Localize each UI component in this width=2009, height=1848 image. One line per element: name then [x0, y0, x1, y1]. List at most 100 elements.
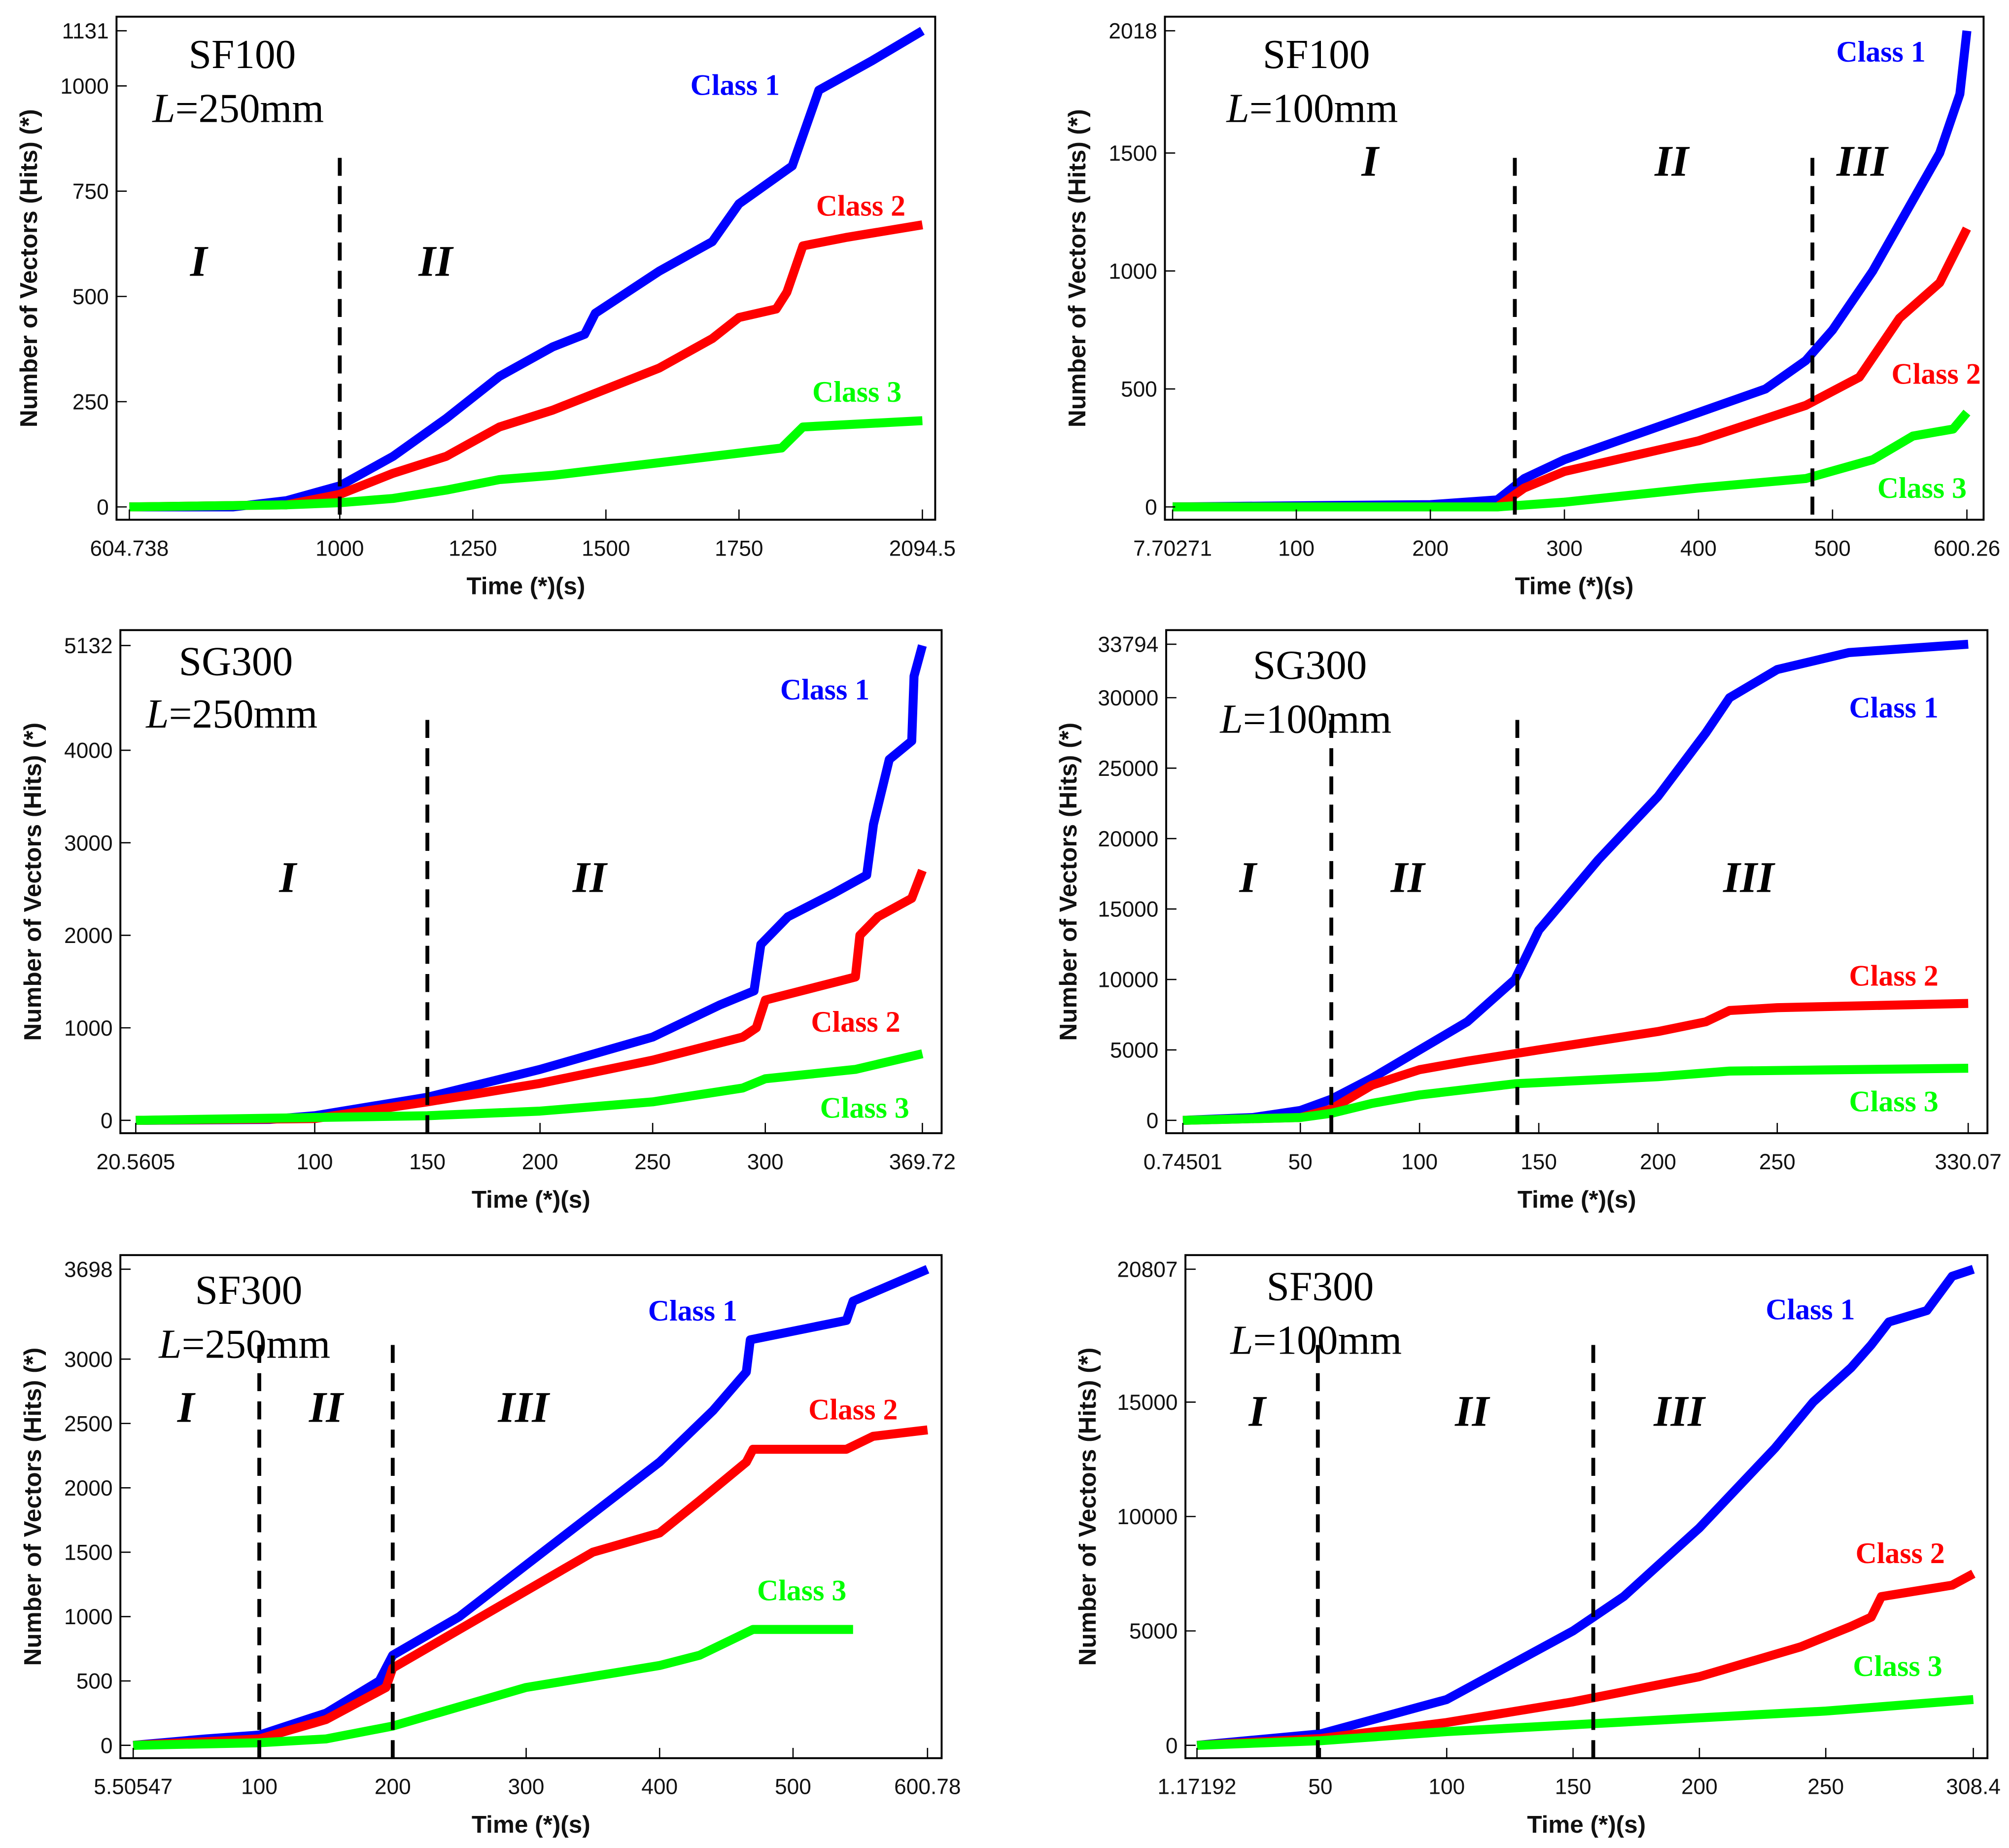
phase-label: III — [1836, 138, 1889, 186]
y-tick-label: 0 — [101, 1109, 113, 1133]
y-tick-label: 30000 — [1098, 686, 1158, 710]
x-tick-label: 1.17192 — [1158, 1775, 1237, 1799]
x-tick-label: 50 — [1308, 1775, 1332, 1799]
x-tick-label: 2094.5 — [889, 536, 956, 560]
y-axis-label: Number of Vectors (Hits) (*) — [19, 1348, 46, 1666]
y-tick-label: 0 — [1145, 495, 1157, 520]
x-tick-label: 5.50547 — [94, 1775, 173, 1799]
y-tick-label: 250 — [72, 390, 109, 414]
legend-label-class-1: Class 1 — [648, 1294, 737, 1327]
y-tick-label: 1500 — [64, 1541, 112, 1565]
x-tick-label: 100 — [1428, 1775, 1465, 1799]
x-tick-label: 500 — [775, 1775, 811, 1799]
series-line-class-3 — [1197, 1695, 1974, 1750]
legend-label-class-1: Class 1 — [780, 673, 869, 706]
legend-label-class-3: Class 3 — [1877, 472, 1967, 504]
panel-title: SF300 — [195, 1268, 303, 1313]
y-tick-label: 15000 — [1117, 1391, 1178, 1415]
x-tick-label: 200 — [1412, 536, 1449, 560]
y-tick-label: 5000 — [1129, 1619, 1178, 1643]
x-tick-label: 604.738 — [90, 536, 169, 560]
y-axis-label: Number of Vectors (Hits) (*) — [15, 109, 42, 427]
panel-length-label: L=250mm — [152, 86, 324, 131]
y-tick-label: 1000 — [64, 1605, 112, 1629]
y-tick-label: 10000 — [1117, 1505, 1178, 1529]
length-value: =250mm — [169, 692, 318, 737]
x-tick-label: 308.4 — [1946, 1775, 2001, 1799]
x-tick-label: 200 — [522, 1150, 558, 1174]
phase-label: II — [1654, 138, 1690, 186]
x-tick-label: 330.07 — [1935, 1150, 2002, 1174]
y-tick-label: 2018 — [1108, 19, 1157, 43]
y-tick-label: 20807 — [1117, 1257, 1178, 1282]
panel-title: SG300 — [179, 639, 293, 684]
y-tick-label: 1000 — [1108, 259, 1157, 283]
x-tick-label: 100 — [1278, 536, 1315, 560]
x-tick-label: 300 — [1546, 536, 1583, 560]
legend-label-class-1: Class 1 — [1849, 691, 1939, 724]
panel-length-label: L=250mm — [145, 692, 317, 737]
x-tick-label: 150 — [1521, 1150, 1557, 1174]
x-tick-label: 300 — [508, 1775, 545, 1799]
y-tick-label: 3000 — [64, 831, 112, 855]
y-axis-label: Number of Vectors (Hits) (*) — [1074, 1348, 1101, 1666]
series-line-class-3 — [1182, 1064, 1969, 1125]
legend-label-class-1: Class 1 — [691, 69, 780, 102]
plot-frame — [1164, 15, 1985, 521]
length-variable: L — [152, 86, 175, 131]
panel-length-label: L=100mm — [1219, 697, 1391, 742]
x-tick-label: 200 — [1681, 1775, 1718, 1799]
series-line-class-1 — [1182, 639, 1969, 1125]
panel-length-label: L=100mm — [1230, 1318, 1402, 1363]
y-tick-label: 3000 — [64, 1348, 112, 1372]
x-tick-label: 7.70271 — [1133, 536, 1212, 560]
phase-label: III — [1723, 853, 1775, 902]
plot-frame — [115, 15, 936, 521]
legend-label-class-3: Class 3 — [820, 1092, 909, 1124]
x-tick-label: 1750 — [715, 536, 763, 560]
y-tick-label: 10000 — [1098, 968, 1158, 992]
x-tick-label: 600.78 — [894, 1775, 961, 1799]
x-tick-label: 100 — [297, 1150, 333, 1174]
y-tick-label: 500 — [1121, 378, 1157, 402]
legend-label-class-2: Class 2 — [808, 1393, 898, 1426]
plot-frame — [1184, 1254, 1989, 1759]
length-variable: L — [145, 692, 169, 737]
x-tick-label: 150 — [409, 1150, 446, 1174]
legend-label-class-1: Class 1 — [1836, 35, 1926, 68]
phase-label: II — [309, 1384, 344, 1432]
x-tick-label: 20.5605 — [96, 1150, 175, 1174]
x-tick-label: 100 — [1401, 1150, 1438, 1174]
panel-length-label: L=250mm — [158, 1322, 330, 1367]
x-tick-label: 200 — [375, 1775, 411, 1799]
y-tick-label: 1500 — [1108, 141, 1157, 166]
x-tick-label: 200 — [1640, 1150, 1676, 1174]
plot-frame — [119, 629, 943, 1134]
y-tick-label: 1000 — [60, 74, 108, 99]
legend-label-class-3: Class 3 — [1849, 1085, 1939, 1118]
y-tick-label: 500 — [76, 1670, 113, 1694]
x-tick-label: 250 — [1807, 1775, 1844, 1799]
legend-label-class-1: Class 1 — [1766, 1293, 1855, 1325]
panel-title: SF100 — [189, 32, 296, 77]
y-axis-label: Number of Vectors (Hits) (*) — [1064, 109, 1091, 427]
y-tick-label: 3698 — [64, 1257, 112, 1282]
y-tick-label: 2500 — [64, 1412, 112, 1436]
legend-label-class-3: Class 3 — [1853, 1650, 1942, 1682]
x-tick-label: 300 — [747, 1150, 784, 1174]
legend-label-class-3: Class 3 — [812, 376, 901, 408]
length-variable: L — [1226, 86, 1249, 131]
phase-label: I — [190, 238, 208, 286]
series-line-class-3 — [129, 416, 923, 512]
y-tick-label: 2000 — [64, 1476, 112, 1500]
length-value: =100mm — [1253, 1318, 1402, 1363]
y-tick-label: 0 — [97, 495, 109, 520]
x-tick-label: 369.72 — [889, 1150, 956, 1174]
phase-label: I — [1361, 138, 1380, 186]
y-tick-label: 500 — [72, 285, 109, 309]
y-tick-label: 5000 — [1110, 1039, 1158, 1063]
